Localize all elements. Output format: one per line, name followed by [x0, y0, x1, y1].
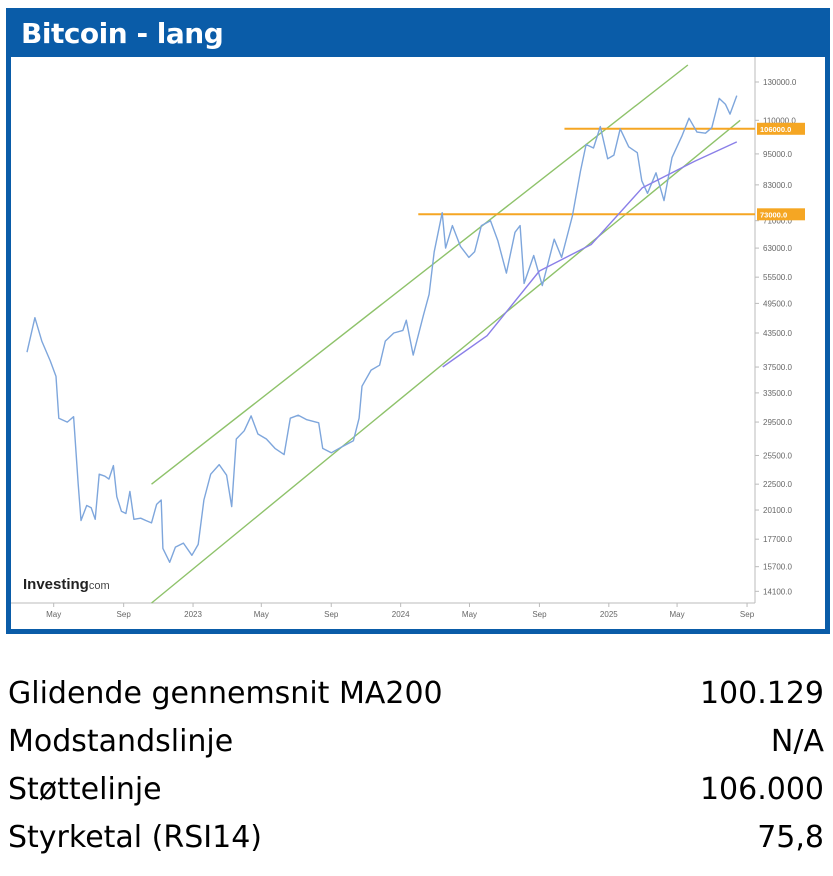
level-tag: [757, 208, 805, 221]
y-tick-label: 71000.0: [763, 217, 792, 226]
y-tick-label: 110000.0: [763, 116, 796, 125]
ma200-line: [442, 141, 738, 368]
chart-panel: Bitcoin - lang 130000.0 110000.0 95000.0 83…: [6, 8, 830, 634]
chart-area: 130000.0 110000.0 95000.0 83000.0 71000.0 630…: [11, 57, 825, 629]
stat-row: Styrketal (RSI14) 75,8: [8, 820, 824, 868]
y-tick-label: 83000.0: [763, 181, 792, 190]
x-tick-label: Sep: [117, 610, 132, 619]
stat-row: Glidende gennemsnit MA200 100.129: [8, 676, 824, 724]
x-tick-label: Sep: [532, 610, 547, 619]
stat-row: Støttelinje 106.000: [8, 772, 824, 820]
y-tick-label: 14100.0: [763, 587, 792, 596]
price-chart: 130000.0 110000.0 95000.0 83000.0 71000.0 630…: [11, 57, 805, 619]
x-tick-label: May: [254, 610, 269, 619]
stat-value: 75,8: [757, 820, 824, 855]
chart-panel-title: Bitcoin - lang: [21, 17, 224, 50]
x-tick-label: 2025: [600, 610, 618, 619]
y-tick-label: 33500.0: [763, 389, 792, 398]
x-tick-label: May: [462, 610, 477, 619]
trend-channel-line: [151, 119, 741, 604]
x-tick-label: Sep: [324, 610, 339, 619]
y-tick-label: 25500.0: [763, 451, 792, 460]
y-tick-label: 20100.0: [763, 506, 792, 515]
y-tick-label: 130000.0: [763, 78, 797, 87]
stat-value: N/A: [770, 724, 824, 759]
level-tag: [757, 122, 805, 135]
y-tick-label: 43500.0: [763, 329, 792, 338]
stat-label: Styrketal (RSI14): [8, 820, 262, 855]
stat-value: 106.000: [699, 772, 824, 807]
y-tick-label: 63000.0: [763, 244, 792, 253]
x-tick-label: 2024: [392, 610, 410, 619]
stat-label: Modstandslinje: [8, 724, 234, 759]
stats-table: Glidende gennemsnit MA200 100.129 Modsta…: [8, 676, 824, 868]
stat-row: Modstandslinje N/A: [8, 724, 824, 772]
price-line: [26, 95, 738, 563]
stat-label: Glidende gennemsnit MA200: [8, 676, 443, 711]
y-tick-label: 37500.0: [763, 363, 792, 372]
y-tick-label: 95000.0: [763, 150, 792, 159]
x-tick-label: May: [46, 610, 61, 619]
y-tick-label: 22500.0: [763, 480, 792, 489]
y-tick-label: 17700.0: [763, 535, 792, 544]
y-tick-label: 29500.0: [763, 418, 792, 427]
x-tick-label: 2023: [184, 610, 202, 619]
stat-label: Støttelinje: [8, 772, 162, 807]
x-tick-label: May: [670, 610, 685, 619]
y-tick-label: 49500.0: [763, 299, 792, 308]
trend-channel-line: [151, 64, 689, 485]
level-tag-label: 73000.0: [760, 210, 787, 219]
x-tick-label: Sep: [740, 610, 755, 619]
investing-logo: Investingcom: [23, 576, 110, 593]
y-tick-label: 15700.0: [763, 563, 792, 572]
level-tag-label: 106000.0: [760, 125, 791, 134]
stat-value: 100.129: [699, 676, 824, 711]
y-tick-label: 55500.0: [763, 273, 792, 282]
